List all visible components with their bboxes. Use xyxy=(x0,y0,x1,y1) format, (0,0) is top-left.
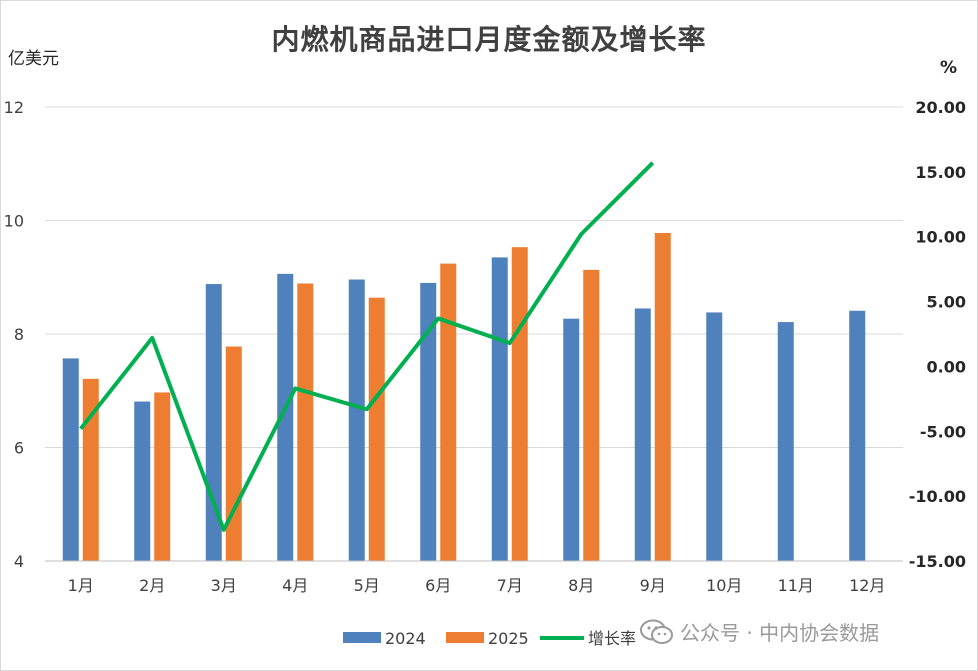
bar-2025 xyxy=(154,392,171,561)
bar-2025 xyxy=(654,232,671,562)
bar-2024 xyxy=(777,322,794,561)
bar-2024 xyxy=(134,401,151,561)
right-axis-unit: % xyxy=(940,58,958,78)
bar-2024 xyxy=(563,318,580,561)
chart-title: 内燃机商品进口月度金额及增长率 xyxy=(271,23,707,56)
bar-2025 xyxy=(583,269,600,561)
y2-tick-label: 10.00 xyxy=(915,228,966,247)
x-tick-label: 10月 xyxy=(706,576,742,595)
growth-line-group xyxy=(79,161,655,532)
x-tick-label: 9月 xyxy=(640,576,666,595)
legend-label: 2024 xyxy=(385,629,426,648)
y-tick-label: 6 xyxy=(14,439,24,458)
wechat-icon xyxy=(640,619,673,644)
y-tick-label: 12 xyxy=(4,98,24,117)
bar-2024 xyxy=(706,312,723,561)
bar-2024 xyxy=(277,273,294,561)
bar-2025 xyxy=(368,297,385,561)
watermark-text: 公众号 · 中内协会数据 xyxy=(680,621,880,645)
x-tick-label: 6月 xyxy=(425,576,451,595)
y2-tick-label: -10.00 xyxy=(909,487,966,506)
x-tick-label: 5月 xyxy=(354,576,380,595)
left-axis-unit: 亿美元 xyxy=(8,49,59,69)
y2-tick-label: 5.00 xyxy=(927,293,966,312)
y-tick-label: 8 xyxy=(14,325,24,344)
y-tick-label: 4 xyxy=(14,552,24,571)
y2-tick-label: -5.00 xyxy=(920,422,966,441)
bar-2025 xyxy=(440,263,457,561)
legend: 2024 2025 增长率 xyxy=(343,629,636,648)
legend-label: 2025 xyxy=(488,629,529,648)
gridlines xyxy=(45,106,903,562)
x-tick-label: 8月 xyxy=(568,576,594,595)
bar-2025 xyxy=(511,247,528,562)
y2-tick-label: -15.00 xyxy=(909,552,966,571)
bar-2025 xyxy=(297,283,314,561)
bar-2025 xyxy=(225,346,242,561)
bar-2024 xyxy=(348,279,365,561)
bar-2024 xyxy=(62,358,79,561)
y2-tick-label: 0.00 xyxy=(927,357,966,376)
y-tick-label: 10 xyxy=(4,212,24,231)
watermark: 公众号 · 中内协会数据 xyxy=(640,617,879,646)
bar-2025 xyxy=(82,378,99,561)
x-tick-label: 7月 xyxy=(497,576,523,595)
legend-swatch-2025 xyxy=(446,632,484,643)
x-tick-label: 11月 xyxy=(778,576,814,595)
y2-tick-label: 20.00 xyxy=(915,98,966,117)
bar-2024 xyxy=(849,310,866,561)
x-tick-label: 12月 xyxy=(849,576,885,595)
x-tick-label: 4月 xyxy=(282,576,308,595)
legend-label: 增长率 xyxy=(588,629,636,648)
bar-2024 xyxy=(491,257,508,561)
bar-2024 xyxy=(420,282,437,561)
bar-2024 xyxy=(634,308,651,561)
x-tick-label: 1月 xyxy=(68,576,94,595)
y2-tick-label: 15.00 xyxy=(915,163,966,182)
legend-swatch-2024 xyxy=(343,632,381,643)
bars-group xyxy=(62,232,866,562)
x-tick-label: 2月 xyxy=(139,576,165,595)
x-tick-label: 3月 xyxy=(211,576,237,595)
axes-group: 4 6 8 10 12 -15.00 -10.00 -5.00 0.00 5.00 10.00 15.… xyxy=(4,98,966,595)
